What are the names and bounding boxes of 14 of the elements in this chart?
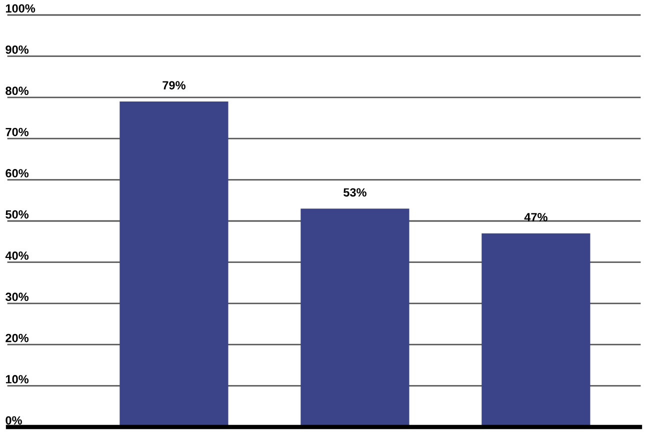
y-tick-label: 0%	[6, 416, 22, 425]
y-tick-label: 20%	[6, 334, 29, 342]
data-label: 79%	[162, 81, 186, 90]
y-tick-label: 10%	[6, 375, 29, 384]
y-tick-label: 60%	[6, 169, 29, 178]
y-tick-label: 50%	[6, 210, 29, 219]
y-tick-label: 40%	[5, 251, 29, 260]
y-tick-label: 80%	[6, 86, 29, 96]
y-tick-label: 100%	[6, 4, 36, 13]
y-tick-label: 30%	[5, 292, 29, 302]
y-tick-label: 90%	[6, 45, 29, 54]
data-label: 53%	[344, 188, 366, 197]
data-label: 47%	[524, 212, 548, 222]
y-tick-label: 70%	[6, 128, 29, 136]
